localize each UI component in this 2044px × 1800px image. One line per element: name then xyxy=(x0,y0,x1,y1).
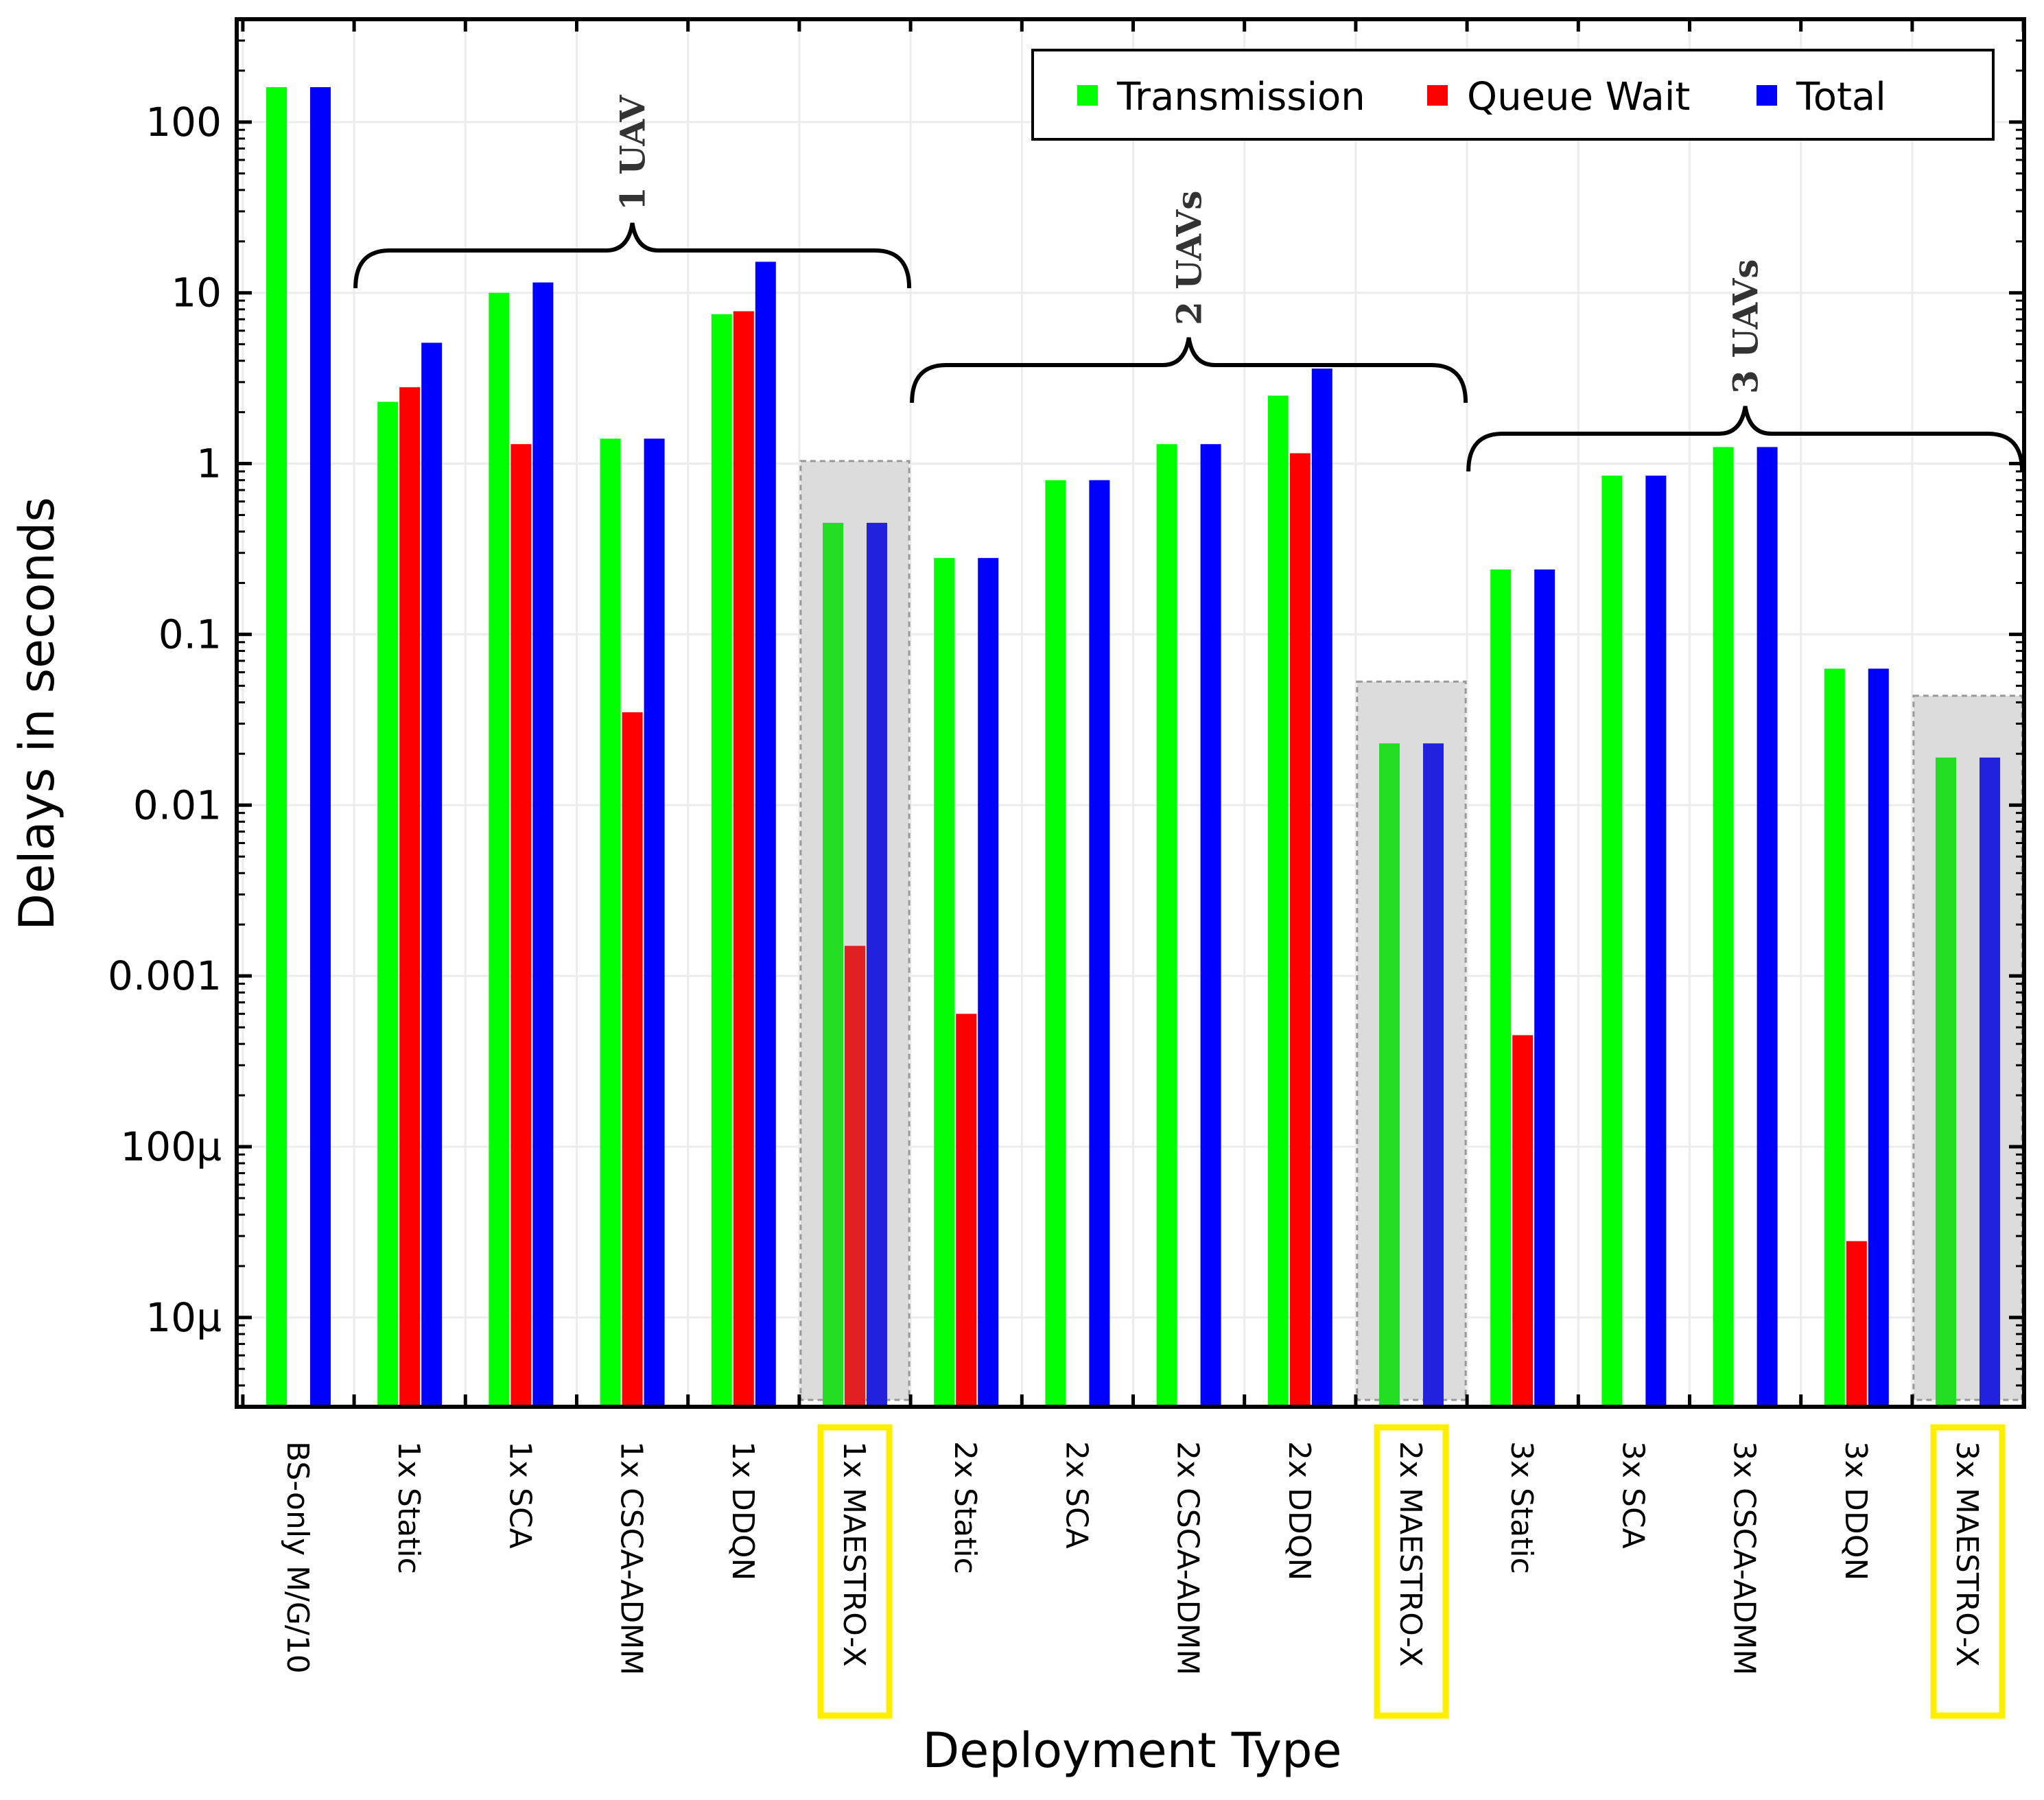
x-tick-label: 3x MAESTRO-X xyxy=(1949,1441,1984,1667)
bar-transmission xyxy=(711,314,732,1407)
x-tick-label: 1x Static xyxy=(391,1441,426,1574)
bar-queue-wait xyxy=(1846,1241,1867,1407)
bar-transmission xyxy=(1936,757,1956,1407)
legend-swatch xyxy=(1077,85,1098,106)
bar-total xyxy=(978,558,999,1407)
bar-total xyxy=(1200,444,1221,1407)
x-tick-label: 3x CSCA-ADMM xyxy=(1727,1441,1762,1675)
bar-total xyxy=(1868,668,1889,1407)
bar-transmission xyxy=(1156,444,1177,1407)
legend-swatch xyxy=(1757,85,1777,106)
y-tick-label: 100µ xyxy=(120,1123,222,1170)
bar-transmission xyxy=(934,558,955,1407)
bar-queue-wait xyxy=(845,946,865,1407)
bar-total xyxy=(421,342,443,1407)
x-tick-label: 2x SCA xyxy=(1059,1441,1094,1549)
group-brackets: 1 UAV 2 UAVs 3 UAVs xyxy=(353,95,2025,472)
bar-total xyxy=(1423,743,1444,1407)
y-tick-label: 0.01 xyxy=(133,782,222,828)
bar-queue-wait xyxy=(399,387,421,1407)
bar-queue-wait xyxy=(622,712,643,1407)
bar-transmission xyxy=(600,439,621,1407)
y-axis: 10µ 100µ 0.001 0.01 0.1 1 10 100 xyxy=(108,18,2024,1408)
bar-total xyxy=(1645,476,1667,1407)
bar-transmission xyxy=(1267,395,1289,1407)
y-tick-label: 0.001 xyxy=(108,952,222,999)
x-tick-label: BS-only M/G/10 xyxy=(280,1441,315,1674)
group-label: 3 UAVs xyxy=(1726,259,1766,394)
plot-frame xyxy=(235,17,2026,1409)
x-tick-label: 2x MAESTRO-X xyxy=(1393,1441,1428,1667)
x-tick-label: 2x Static xyxy=(948,1441,983,1574)
group-bracket xyxy=(1466,406,2025,472)
bar-queue-wait xyxy=(1289,453,1311,1407)
y-axis-title: Delays in seconds xyxy=(9,497,65,931)
x-tick-label: 1x CSCA-ADMM xyxy=(614,1441,649,1675)
y-tick-label: 10 xyxy=(171,270,222,316)
legend-label: Total xyxy=(1796,75,1886,119)
bar-transmission xyxy=(1824,668,1845,1407)
bar-total xyxy=(644,439,665,1407)
group-label: 2 UAVs xyxy=(1169,191,1210,325)
bar-total xyxy=(1311,369,1332,1407)
legend: Transmission Queue Wait Total xyxy=(1031,49,1995,141)
x-axis: BS-only M/G/10 1x Static 1x SCA 1x CSCA-ADM… xyxy=(241,19,2025,1719)
bar-transmission xyxy=(1045,480,1066,1407)
bar-transmission xyxy=(489,292,510,1407)
bar-total xyxy=(310,87,331,1407)
bar-total xyxy=(1757,447,1778,1407)
highlight-shade xyxy=(1912,694,2023,1401)
bar-queue-wait xyxy=(733,311,754,1407)
highlight-label-box xyxy=(1374,1424,1449,1719)
bar-queue-wait xyxy=(956,1014,977,1407)
bar-total xyxy=(867,522,887,1407)
y-tick-label: 100 xyxy=(145,99,222,145)
y-tick-label: 10µ xyxy=(145,1294,222,1341)
x-tick-label: 1x DDQN xyxy=(725,1441,760,1580)
group-bracket xyxy=(910,337,1468,404)
bar-queue-wait xyxy=(510,444,532,1407)
bar-transmission xyxy=(1490,569,1512,1407)
x-tick-label: 2x DDQN xyxy=(1282,1441,1317,1580)
x-tick-label: 3x Static xyxy=(1504,1441,1539,1574)
bar-total xyxy=(532,282,554,1407)
group-bracket xyxy=(353,222,912,289)
bar-queue-wait xyxy=(1512,1035,1534,1407)
y-tick-label: 0.1 xyxy=(158,611,222,657)
bar-transmission xyxy=(1601,476,1623,1407)
x-tick-label: 3x SCA xyxy=(1615,1441,1650,1549)
x-tick-label: 1x MAESTRO-X xyxy=(836,1441,871,1667)
x-tick-label: 1x SCA xyxy=(502,1441,537,1549)
bar-total xyxy=(1534,569,1555,1407)
bar-transmission xyxy=(377,401,399,1407)
bar-total xyxy=(755,261,776,1407)
legend-label: Queue Wait xyxy=(1467,75,1690,119)
legend-swatch xyxy=(1427,85,1448,106)
bar-transmission xyxy=(1713,447,1734,1407)
x-tick-label: 3x DDQN xyxy=(1838,1441,1873,1580)
bar-transmission xyxy=(823,522,843,1407)
highlight-label-box xyxy=(1930,1424,2006,1719)
bars xyxy=(266,87,2000,1407)
bar-transmission xyxy=(1379,743,1400,1407)
legend-box xyxy=(1031,49,1995,141)
bar-transmission xyxy=(266,87,287,1407)
x-tick-label: 2x CSCA-ADMM xyxy=(1171,1441,1206,1675)
y-tick-label: 1 xyxy=(196,441,222,487)
group-label: 1 UAV xyxy=(613,95,653,211)
highlight-shade xyxy=(1356,680,1467,1401)
legend-label: Transmission xyxy=(1116,75,1365,119)
bar-total xyxy=(1980,757,2000,1407)
highlight-label-box xyxy=(817,1424,893,1719)
x-axis-title: Deployment Type xyxy=(922,1722,1341,1779)
bar-total xyxy=(1089,480,1110,1407)
